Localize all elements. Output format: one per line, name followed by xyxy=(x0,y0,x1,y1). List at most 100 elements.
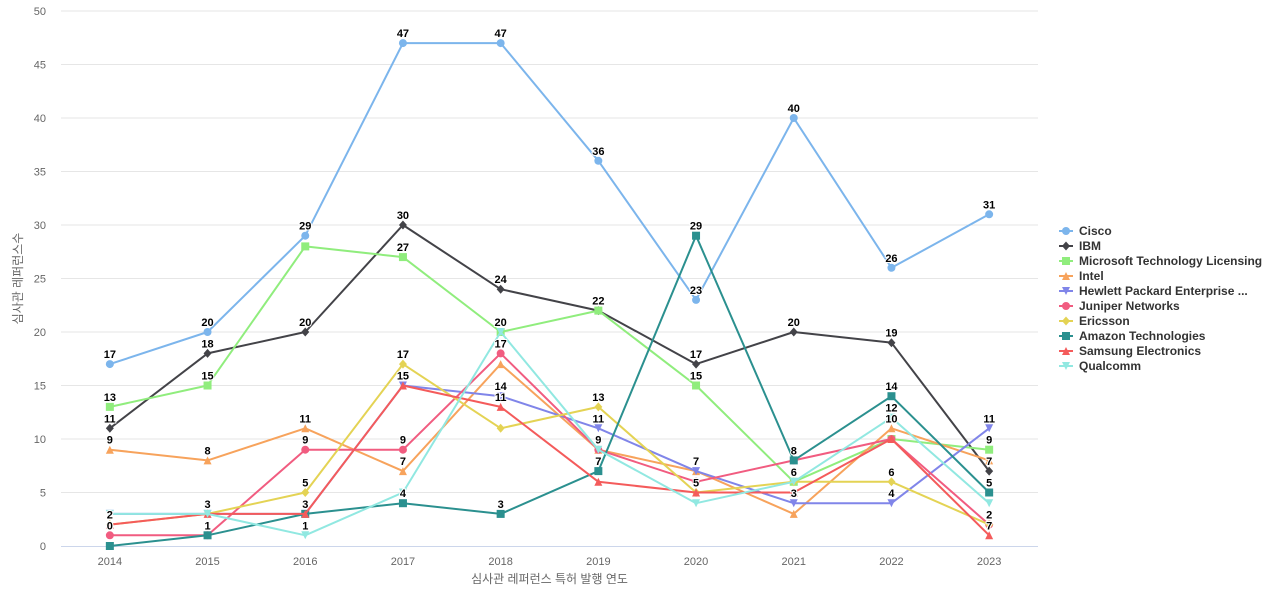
y-tick-label: 50 xyxy=(34,6,46,18)
y-axis-title: 심사관 레퍼런스수 xyxy=(11,233,25,325)
data-point xyxy=(398,220,407,230)
x-tick-label: 2020 xyxy=(684,556,708,568)
data-label: 11 xyxy=(593,413,605,425)
data-point xyxy=(692,231,701,240)
legend-marker xyxy=(1062,347,1070,355)
legend-item-ericsson[interactable]: Ericsson xyxy=(1059,314,1130,328)
data-point xyxy=(496,39,505,48)
data-point xyxy=(887,413,896,422)
data-point xyxy=(496,284,505,294)
data-point xyxy=(594,445,603,454)
data-label: 7 xyxy=(986,456,992,468)
data-point xyxy=(398,488,407,497)
data-label: 2 xyxy=(107,510,113,522)
series-group xyxy=(105,39,994,550)
data-label: 31 xyxy=(983,199,995,211)
data-point xyxy=(496,423,505,433)
data-label: 14 xyxy=(495,381,508,393)
data-label: 15 xyxy=(397,371,409,383)
data-point xyxy=(301,242,310,251)
data-point xyxy=(398,467,407,476)
data-label: 10 xyxy=(885,413,897,425)
legend-item-microsoft-technology-licensing[interactable]: Microsoft Technology Licensing xyxy=(1059,254,1262,268)
series-cisco xyxy=(105,39,994,369)
data-label: 9 xyxy=(107,435,113,447)
legend-item-amazon-technologies[interactable]: Amazon Technologies xyxy=(1059,329,1206,343)
legend-marker xyxy=(1062,362,1070,370)
data-point xyxy=(887,477,896,487)
y-tick-label: 45 xyxy=(34,60,46,72)
data-point xyxy=(301,231,310,240)
x-tick-label: 2018 xyxy=(488,556,512,568)
legend-label: Hewlett Packard Enterprise ... xyxy=(1079,284,1248,298)
gridlines xyxy=(61,10,1038,493)
y-tick-label: 30 xyxy=(34,220,46,232)
legend-item-qualcomm[interactable]: Qualcomm xyxy=(1059,359,1141,373)
data-label: 6 xyxy=(791,467,797,479)
legend-label: Cisco xyxy=(1079,224,1112,238)
data-label: 20 xyxy=(788,317,800,329)
data-label: 36 xyxy=(592,146,604,158)
legend-marker xyxy=(1062,287,1070,295)
y-tick-label: 0 xyxy=(40,541,46,553)
series-line xyxy=(108,363,991,526)
legend-marker xyxy=(1062,332,1070,340)
data-point xyxy=(789,488,798,497)
legend-item-samsung-electronics[interactable]: Samsung Electronics xyxy=(1059,344,1201,358)
data-point xyxy=(301,327,310,337)
data-point xyxy=(985,531,994,540)
legend-label: Samsung Electronics xyxy=(1079,344,1201,358)
data-point xyxy=(985,466,994,476)
data-point xyxy=(594,306,603,315)
x-tick-label: 2019 xyxy=(586,556,610,568)
data-point xyxy=(887,435,896,443)
data-point xyxy=(985,424,994,433)
legend-marker xyxy=(1062,257,1070,265)
data-label: 9 xyxy=(400,435,406,447)
data-point xyxy=(887,424,896,433)
data-point xyxy=(496,349,505,358)
data-label: 26 xyxy=(885,253,897,265)
data-label: 1 xyxy=(204,520,210,532)
data-label: 27 xyxy=(397,242,409,254)
series-qualcomm xyxy=(105,328,994,540)
series-line xyxy=(108,224,991,473)
data-label: 0 xyxy=(107,520,113,532)
data-point xyxy=(692,359,701,369)
x-tick-label: 2017 xyxy=(391,556,415,568)
y-tick-label: 15 xyxy=(34,381,46,393)
data-point xyxy=(203,348,212,358)
legend-label: Intel xyxy=(1079,269,1104,283)
data-point xyxy=(692,295,701,304)
data-point xyxy=(594,402,603,412)
legend-item-ibm[interactable]: IBM xyxy=(1059,239,1101,253)
legend-label: IBM xyxy=(1079,239,1101,253)
y-tick-label: 10 xyxy=(34,434,46,446)
data-point xyxy=(203,456,212,465)
y-tick-label: 40 xyxy=(34,113,46,125)
data-label: 7 xyxy=(986,520,992,532)
data-point xyxy=(301,445,310,454)
legend-marker xyxy=(1062,302,1070,310)
data-point xyxy=(398,39,407,48)
data-label: 6 xyxy=(888,467,894,479)
data-point xyxy=(301,488,310,497)
legend-item-intel[interactable]: Intel xyxy=(1059,269,1104,283)
legend-item-cisco[interactable]: Cisco xyxy=(1059,224,1112,238)
data-point xyxy=(203,381,212,390)
series-samsung-electronics xyxy=(105,381,994,540)
data-point xyxy=(301,509,310,518)
legend-item-juniper-networks[interactable]: Juniper Networks xyxy=(1059,299,1180,313)
legend-label: Qualcomm xyxy=(1079,359,1141,373)
data-label: 47 xyxy=(397,28,409,40)
data-point xyxy=(692,467,701,476)
data-point xyxy=(985,488,994,497)
legend-item-hewlett-packard-enterprise[interactable]: Hewlett Packard Enterprise ... xyxy=(1059,284,1248,298)
data-label: 7 xyxy=(693,456,699,468)
data-label: 4 xyxy=(400,488,407,500)
x-tick-label: 2022 xyxy=(879,556,903,568)
data-label: 17 xyxy=(397,349,409,361)
data-point xyxy=(692,488,701,497)
